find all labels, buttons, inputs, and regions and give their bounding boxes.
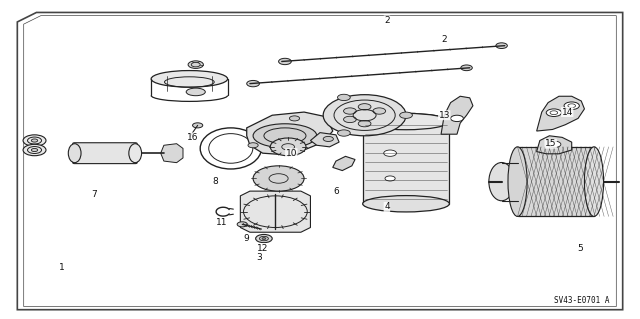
Polygon shape <box>333 156 355 171</box>
Text: 5: 5 <box>577 243 583 253</box>
Circle shape <box>289 116 300 121</box>
Ellipse shape <box>363 113 449 130</box>
Circle shape <box>373 108 386 114</box>
Polygon shape <box>310 133 339 147</box>
Circle shape <box>255 234 272 243</box>
Text: 6: 6 <box>333 187 339 196</box>
Circle shape <box>548 141 561 147</box>
Circle shape <box>384 150 396 156</box>
Ellipse shape <box>151 70 228 87</box>
Circle shape <box>385 176 395 181</box>
Text: 2: 2 <box>384 16 390 25</box>
Text: 1: 1 <box>59 263 65 271</box>
Ellipse shape <box>363 113 449 130</box>
Ellipse shape <box>253 124 317 148</box>
Text: 13: 13 <box>438 111 450 120</box>
Text: 2: 2 <box>442 35 447 44</box>
Circle shape <box>246 80 259 87</box>
Polygon shape <box>537 96 584 131</box>
Circle shape <box>315 135 325 140</box>
Text: 16: 16 <box>187 133 198 142</box>
Circle shape <box>461 65 472 70</box>
Text: 4: 4 <box>384 203 390 211</box>
Ellipse shape <box>129 144 141 163</box>
Circle shape <box>358 104 371 110</box>
Circle shape <box>259 236 268 241</box>
Circle shape <box>270 138 306 156</box>
Ellipse shape <box>186 88 205 96</box>
Circle shape <box>278 58 291 65</box>
Circle shape <box>337 130 350 136</box>
Circle shape <box>323 137 333 141</box>
Polygon shape <box>246 112 333 155</box>
Circle shape <box>337 94 350 100</box>
Circle shape <box>323 95 406 136</box>
FancyBboxPatch shape <box>73 143 137 164</box>
Circle shape <box>23 135 46 146</box>
Circle shape <box>358 121 371 127</box>
Circle shape <box>399 112 412 118</box>
Circle shape <box>31 148 38 152</box>
Circle shape <box>496 43 508 48</box>
Text: 3: 3 <box>257 253 262 262</box>
Circle shape <box>31 139 38 142</box>
Circle shape <box>253 166 304 191</box>
Polygon shape <box>241 191 310 232</box>
Ellipse shape <box>584 147 604 216</box>
Text: 9: 9 <box>244 234 250 243</box>
Text: 10: 10 <box>285 149 297 158</box>
Text: 12: 12 <box>257 243 268 253</box>
Polygon shape <box>441 96 473 134</box>
Circle shape <box>546 109 561 116</box>
Text: 11: 11 <box>216 218 227 227</box>
Text: SV43-E0701 A: SV43-E0701 A <box>554 296 610 305</box>
Circle shape <box>193 123 203 128</box>
Text: 14: 14 <box>561 108 573 116</box>
Polygon shape <box>161 144 183 163</box>
Ellipse shape <box>363 196 449 212</box>
Polygon shape <box>537 136 572 154</box>
Text: 8: 8 <box>212 177 218 186</box>
Bar <box>363 122 449 204</box>
Circle shape <box>451 115 463 122</box>
Circle shape <box>244 196 307 227</box>
Circle shape <box>262 238 266 240</box>
Text: 7: 7 <box>91 190 97 199</box>
Ellipse shape <box>68 144 81 163</box>
Ellipse shape <box>489 162 515 201</box>
Circle shape <box>237 222 247 227</box>
Circle shape <box>344 108 356 114</box>
Circle shape <box>344 116 356 122</box>
Circle shape <box>564 102 579 109</box>
Text: 15: 15 <box>545 139 556 148</box>
Circle shape <box>248 143 258 148</box>
Bar <box>518 147 594 216</box>
Circle shape <box>23 144 46 156</box>
Ellipse shape <box>508 147 527 216</box>
Circle shape <box>188 61 204 69</box>
